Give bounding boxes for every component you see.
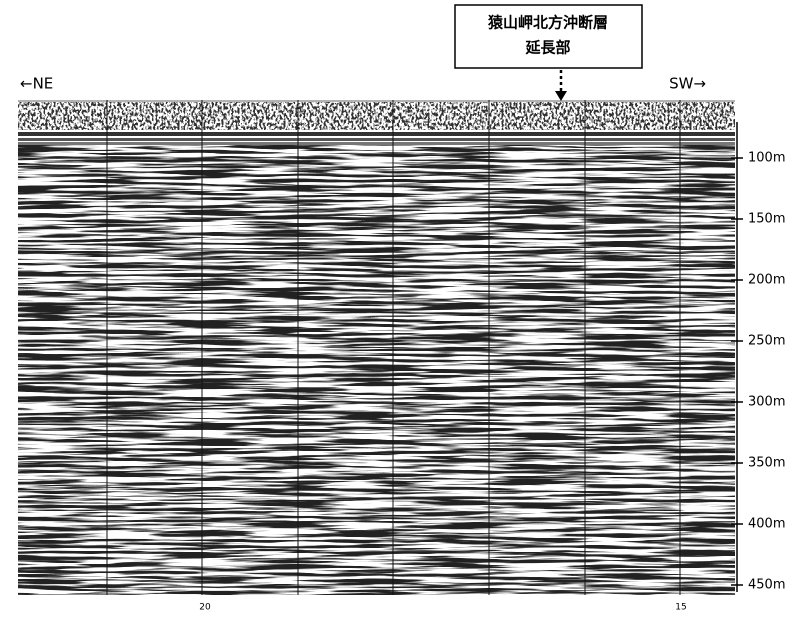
depth-tick-label: 400m — [748, 517, 785, 532]
depth-tick-label: 250m — [748, 334, 785, 349]
bottom-label: 15 — [675, 603, 686, 613]
water-noise — [18, 102, 735, 130]
direction-right: SW→ — [669, 75, 706, 93]
depth-tick-label: 300m — [748, 395, 785, 410]
depth-tick-label: 150m — [748, 212, 785, 227]
annotation-line: 猿山岬北方沖断層 — [487, 14, 608, 32]
arrow-head — [555, 91, 567, 101]
page: 100m 150m 200m 250m 300m 350m 400m 450m 猿山岬北方沖断… — [0, 0, 809, 620]
direction-left: ←NE — [20, 75, 53, 93]
bottom-label: 20 — [199, 603, 211, 613]
depth-tick-label: 350m — [748, 456, 785, 471]
band — [18, 138, 735, 141]
depth-tick-label: 200m — [748, 273, 785, 288]
annotation-line: 延長部 — [524, 39, 570, 57]
seismic-figure: 100m 150m 200m 250m 300m 350m 400m 450m 猿山岬北方沖断… — [0, 0, 809, 620]
band — [18, 142, 735, 145]
depth-tick-label: 100m — [748, 151, 785, 166]
seismic-texture — [18, 145, 735, 595]
band — [18, 132, 735, 136]
depth-tick-label: 450m — [748, 578, 785, 593]
